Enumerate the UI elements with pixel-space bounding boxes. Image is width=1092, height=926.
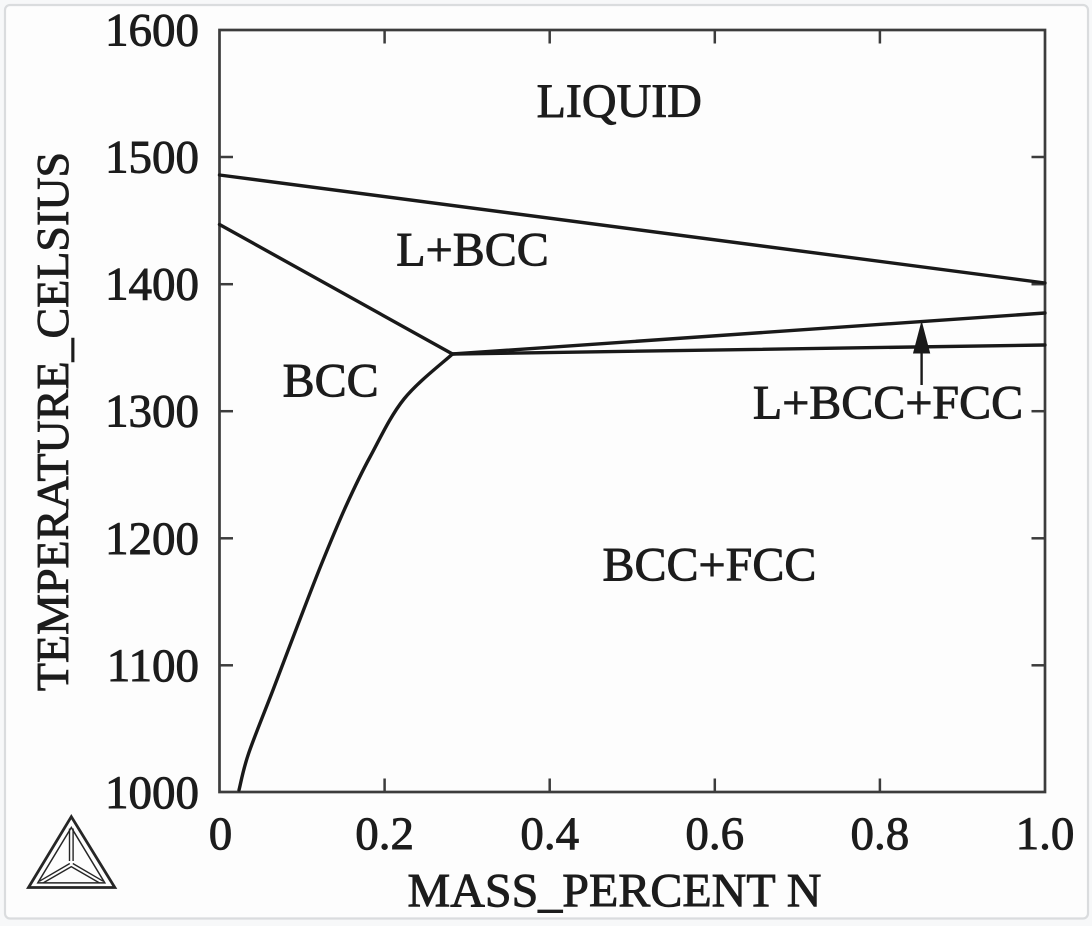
svg-text:1200: 1200	[105, 513, 199, 565]
svg-text:1.0: 1.0	[1016, 808, 1075, 860]
svg-text:0.6: 0.6	[685, 808, 744, 860]
svg-text:LIQUID: LIQUID	[537, 75, 702, 128]
svg-text:1400: 1400	[105, 259, 199, 311]
svg-text:0.4: 0.4	[520, 808, 579, 860]
svg-text:1500: 1500	[105, 132, 199, 184]
svg-text:BCC: BCC	[283, 354, 379, 407]
svg-text:MASS_PERCENT N: MASS_PERCENT N	[408, 865, 822, 918]
svg-text:0: 0	[209, 808, 233, 860]
svg-text:L+BCC+FCC: L+BCC+FCC	[753, 377, 1023, 430]
svg-text:1100: 1100	[107, 640, 199, 692]
svg-text:BCC+FCC: BCC+FCC	[603, 538, 817, 591]
svg-text:1300: 1300	[105, 386, 199, 438]
svg-text:L+BCC: L+BCC	[396, 223, 548, 276]
svg-text:1000: 1000	[105, 767, 199, 819]
svg-text:TEMPERATURE_CELSIUS: TEMPERATURE_CELSIUS	[27, 152, 78, 691]
svg-text:0.2: 0.2	[355, 808, 414, 860]
svg-text:0.8: 0.8	[851, 808, 910, 860]
svg-text:1600: 1600	[105, 5, 199, 57]
